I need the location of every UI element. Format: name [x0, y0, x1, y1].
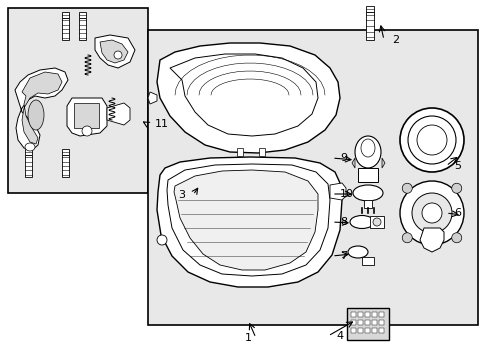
Polygon shape — [170, 54, 317, 136]
Circle shape — [411, 193, 451, 233]
Bar — [61, 12, 68, 18]
Bar — [371, 312, 376, 317]
Bar — [259, 148, 264, 156]
Polygon shape — [148, 92, 157, 104]
Polygon shape — [174, 170, 317, 270]
Ellipse shape — [354, 136, 380, 168]
Ellipse shape — [360, 139, 374, 157]
Bar — [361, 257, 373, 265]
Polygon shape — [419, 228, 443, 252]
Text: 8: 8 — [339, 217, 346, 227]
Circle shape — [402, 233, 411, 243]
Bar — [350, 320, 355, 325]
Bar — [148, 30, 477, 325]
Text: 7: 7 — [339, 251, 346, 261]
Circle shape — [372, 218, 380, 226]
Text: 6: 6 — [453, 208, 460, 218]
Polygon shape — [100, 40, 128, 63]
Polygon shape — [329, 183, 346, 200]
Circle shape — [421, 203, 441, 223]
Ellipse shape — [352, 185, 382, 201]
Bar — [364, 328, 369, 333]
Text: 9: 9 — [339, 153, 346, 163]
Circle shape — [82, 126, 92, 136]
Polygon shape — [22, 72, 62, 144]
Bar — [378, 320, 383, 325]
Bar — [350, 328, 355, 333]
Circle shape — [114, 51, 122, 59]
Ellipse shape — [347, 246, 367, 258]
Bar — [61, 18, 68, 40]
Text: 10: 10 — [339, 189, 353, 199]
Text: 3: 3 — [178, 190, 184, 200]
Bar — [363, 200, 371, 208]
Bar — [378, 312, 383, 317]
Polygon shape — [157, 43, 339, 153]
Bar — [61, 155, 68, 177]
Bar — [79, 12, 85, 18]
Bar — [364, 312, 369, 317]
Bar — [350, 312, 355, 317]
Bar — [378, 328, 383, 333]
Text: 5: 5 — [453, 161, 460, 171]
Ellipse shape — [349, 216, 373, 229]
Circle shape — [399, 108, 463, 172]
Circle shape — [451, 233, 461, 243]
Ellipse shape — [25, 143, 35, 151]
Bar — [237, 148, 243, 156]
Circle shape — [416, 125, 446, 155]
Polygon shape — [167, 164, 329, 276]
Circle shape — [157, 235, 167, 245]
Bar — [357, 328, 362, 333]
Bar — [24, 155, 31, 177]
Polygon shape — [157, 157, 341, 287]
Text: 2: 2 — [391, 35, 398, 45]
Polygon shape — [95, 35, 135, 68]
Bar — [371, 328, 376, 333]
Bar — [357, 168, 377, 182]
Bar — [346, 308, 388, 340]
Circle shape — [402, 183, 411, 193]
Circle shape — [451, 183, 461, 193]
Bar — [357, 320, 362, 325]
Bar — [365, 12, 373, 40]
Bar — [24, 149, 31, 155]
Bar — [61, 149, 68, 155]
Bar — [79, 18, 85, 40]
Polygon shape — [351, 158, 354, 168]
Bar — [369, 216, 383, 228]
Polygon shape — [107, 103, 130, 125]
Polygon shape — [381, 158, 384, 168]
Polygon shape — [67, 98, 107, 136]
Ellipse shape — [28, 100, 44, 130]
Text: 11: 11 — [155, 119, 169, 129]
Circle shape — [399, 181, 463, 245]
Bar — [8, 8, 148, 193]
Polygon shape — [15, 68, 68, 150]
Bar — [74, 103, 99, 128]
Circle shape — [407, 116, 455, 164]
Text: 4: 4 — [335, 331, 343, 341]
Bar — [357, 312, 362, 317]
Bar — [364, 320, 369, 325]
Bar — [371, 320, 376, 325]
Text: 1: 1 — [244, 333, 251, 343]
Bar — [365, 6, 373, 12]
